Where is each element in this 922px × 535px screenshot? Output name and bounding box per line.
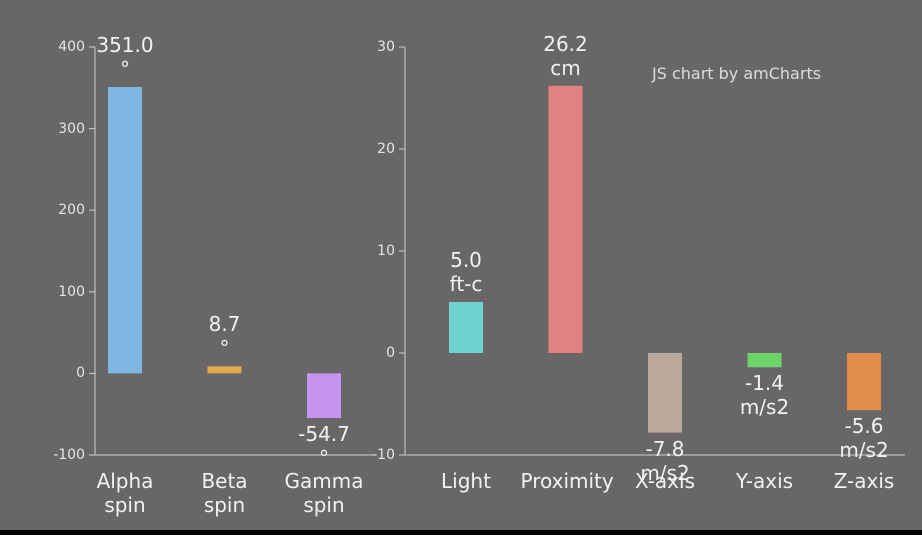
y-tick-label: 30 [377,39,395,55]
y-tick-label: 20 [377,141,395,157]
x-tick-label: Y-axis [735,469,794,493]
y-tick-label: 400 [58,39,85,55]
value-label: -54.7 ° [298,422,350,471]
credit: JS chart by amCharts [652,64,822,83]
value-label: -7.8 m/s2 [640,436,690,485]
y-tick-label: 0 [386,345,395,361]
bar [449,302,483,353]
y-tick-label: 200 [58,202,85,219]
x-tick-label: Gamma spin [284,469,364,517]
bar [207,366,242,374]
bar [847,353,881,411]
bar [648,353,682,433]
x-tick-label: Proximity [520,469,614,493]
value-label: -5.6 m/s2 [839,414,889,463]
y-tick-label: -10 [372,447,395,463]
y-tick-label: 300 [58,120,85,137]
y-tick-label: 0 [76,365,85,382]
bar [307,373,341,419]
x-tick-label: Z-axis [833,469,895,493]
x-tick-label: Alpha spin [96,469,154,517]
value-label: 8.7 ° [208,312,241,361]
bar [108,86,142,374]
y-tick-label: -100 [53,447,85,463]
value-label: 26.2 cm [543,31,588,80]
value-label: 5.0 ft-c [449,248,483,296]
y-tick-label: 10 [377,243,395,259]
value-label: -1.4 m/s2 [739,371,790,420]
x-tick-label: Beta spin [201,469,248,517]
bar [548,85,583,353]
x-tick-label: X-axis [635,469,695,493]
value-label: 351.0 ° [96,32,154,81]
x-tick-label: Light [441,469,491,493]
y-tick-label: 100 [58,283,85,300]
bar [747,353,782,368]
